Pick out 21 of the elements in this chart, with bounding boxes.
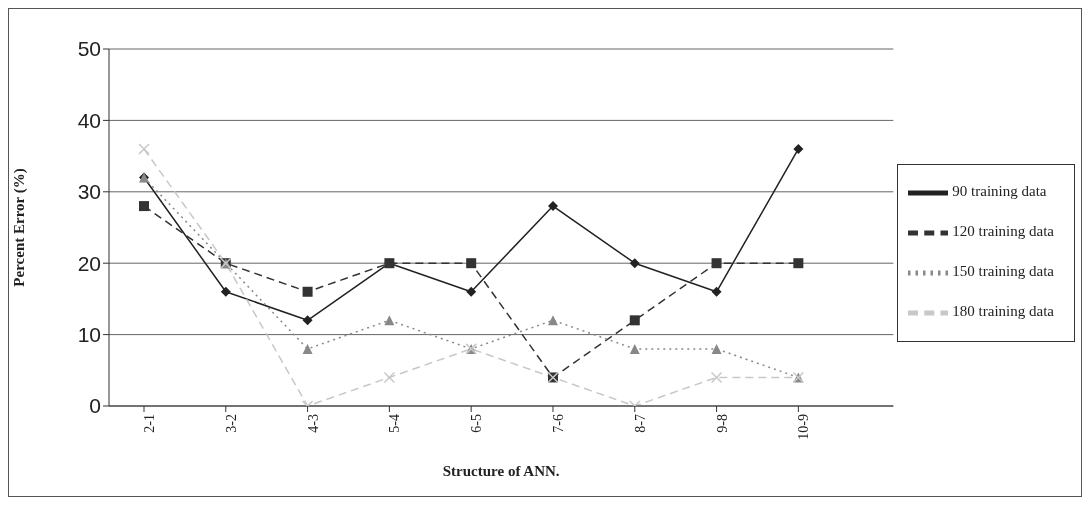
x-axis-title: Structure of ANN. <box>442 463 560 479</box>
y-tick-label: 10 <box>77 323 101 347</box>
x-tick-label: 7-6 <box>550 414 566 433</box>
y-axis-title: Percent Error (%) <box>11 168 29 287</box>
x-tick-label: 10-9 <box>796 414 812 440</box>
x-tick-label: 3-2 <box>223 414 239 433</box>
x-tick-label: 6-5 <box>469 414 485 433</box>
legend-label: 150 training data <box>952 262 1054 279</box>
y-tick-label: 40 <box>77 108 101 132</box>
y-tick-label: 20 <box>77 251 101 275</box>
x-tick-label: 9-8 <box>714 414 730 433</box>
legend-label: 120 training data <box>952 222 1054 239</box>
y-tick-label: 30 <box>77 180 101 204</box>
y-tick-label: 50 <box>77 37 101 61</box>
legend-label: 180 training data <box>952 302 1054 319</box>
x-tick-label: 2-1 <box>141 414 157 433</box>
x-tick-label: 5-4 <box>387 414 403 433</box>
x-tick-label: 4-3 <box>305 414 321 433</box>
y-tick-label: 0 <box>89 394 101 418</box>
x-tick-label: 8-7 <box>632 414 648 433</box>
legend-label: 90 training data <box>952 182 1047 199</box>
